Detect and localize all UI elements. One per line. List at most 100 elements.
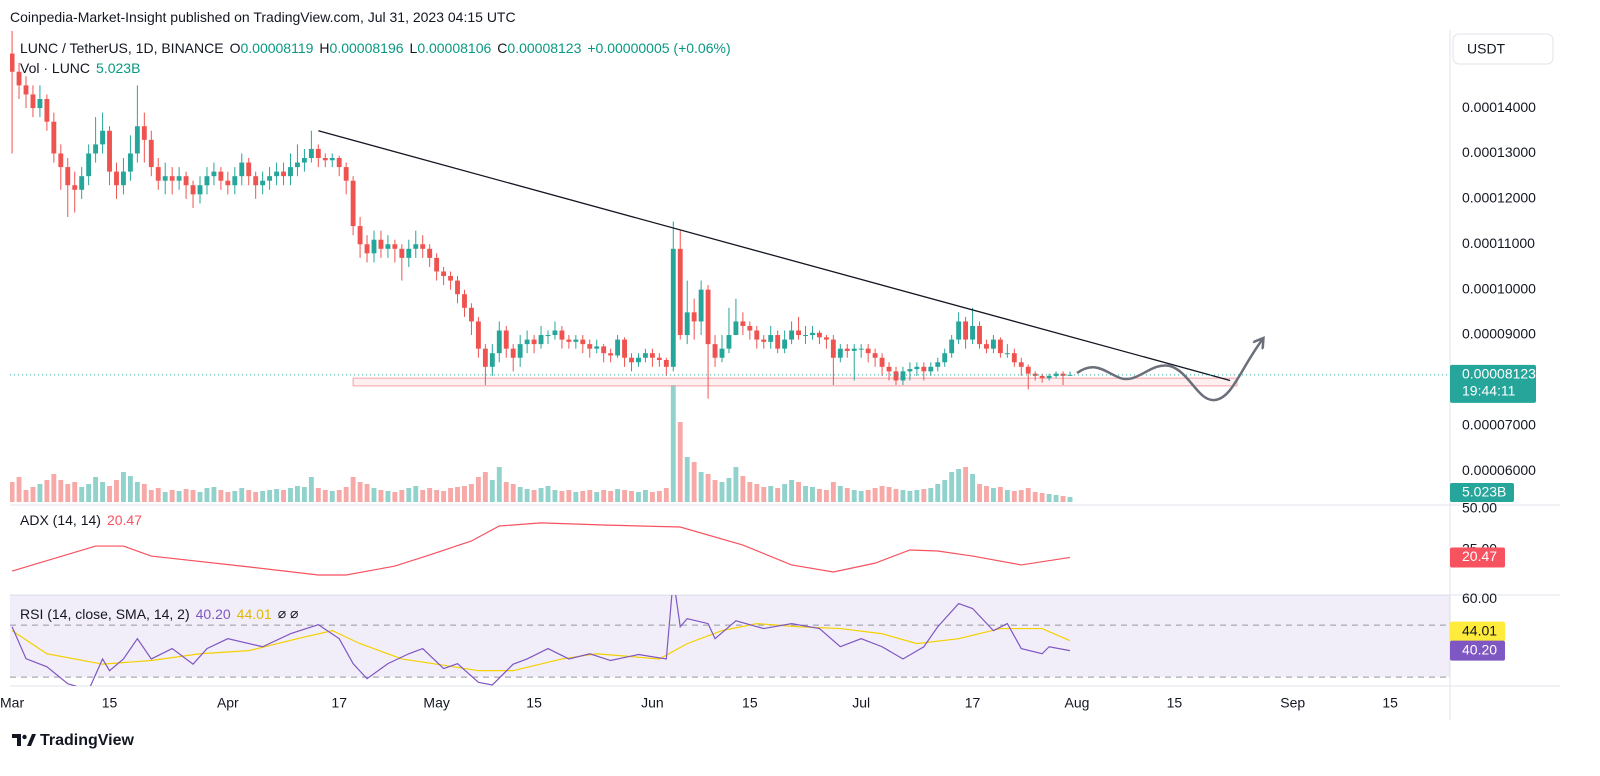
volume-bar xyxy=(705,474,711,502)
volume-bar xyxy=(295,486,300,502)
volume-bar xyxy=(100,482,106,502)
candle-body xyxy=(246,162,252,177)
candle-body xyxy=(162,176,168,181)
candle-body xyxy=(907,369,913,372)
x-tick-label: 15 xyxy=(526,695,542,711)
volume-bar xyxy=(594,492,600,502)
published: Coinpedia-Market-Insight published on Tr… xyxy=(10,9,516,25)
candle-body xyxy=(719,348,725,358)
candle-body xyxy=(295,162,300,168)
volume-bar xyxy=(44,480,50,502)
y-tick-label: 0.00009000 xyxy=(1462,326,1536,342)
candle-body xyxy=(594,346,600,349)
volume-bar xyxy=(162,492,168,502)
candle-body xyxy=(329,158,335,161)
rsi-badge xyxy=(1450,640,1505,661)
candle-body xyxy=(378,239,384,249)
candle-body xyxy=(656,357,662,361)
volume-legend: Vol · LUNC 5.023B xyxy=(20,60,140,76)
candle-body xyxy=(789,330,795,340)
volume-bar xyxy=(232,491,238,502)
ohlc-key: O xyxy=(229,40,241,56)
ohlc-item: C0.00008123 xyxy=(497,40,581,56)
volume-bar xyxy=(921,489,927,502)
candle-body xyxy=(1039,375,1045,379)
rsi-tick-label: 60.00 xyxy=(1462,590,1497,606)
volume-bar xyxy=(482,472,488,502)
volume-bar xyxy=(1039,493,1045,502)
adx-badge xyxy=(1450,547,1505,568)
volume-bar xyxy=(580,491,586,502)
candle-body xyxy=(1067,374,1073,376)
candle-body xyxy=(823,337,829,340)
candle-body xyxy=(893,371,899,381)
volume-bar xyxy=(601,490,607,502)
volume-bar xyxy=(496,467,502,502)
candle-body xyxy=(670,248,676,367)
rsi-band xyxy=(10,595,1450,678)
candle-body xyxy=(413,244,419,249)
currency-label[interactable]: USDT xyxy=(1467,41,1506,57)
volume-badge xyxy=(1450,483,1514,502)
candle-body xyxy=(127,153,133,172)
candle-body xyxy=(392,244,398,249)
candle-body xyxy=(336,158,342,168)
volume-bar xyxy=(587,490,593,502)
candle-body xyxy=(315,148,321,159)
candle-body xyxy=(733,321,739,336)
ohlc-value: 0.00008196 xyxy=(329,40,404,56)
symbol-legend: LUNC / TetherUS, 1D, BINANCE O0.00008119… xyxy=(20,40,731,56)
candle-body xyxy=(37,98,43,109)
volume-bar xyxy=(712,480,718,502)
candle-body xyxy=(496,330,502,354)
candle-body xyxy=(698,289,704,322)
symbol-title: LUNC / TetherUS, 1D, BINANCE xyxy=(20,40,224,56)
candle-body xyxy=(16,71,22,86)
candle-body xyxy=(420,244,426,249)
x-tick-label: 15 xyxy=(102,695,118,711)
volume-bar xyxy=(267,490,273,502)
y-tick-label: 0.00013000 xyxy=(1462,144,1536,160)
candle-body xyxy=(559,330,565,340)
candle-body xyxy=(566,339,572,342)
currency-button[interactable] xyxy=(1452,33,1554,65)
candle-body xyxy=(865,348,871,354)
volume-bar xyxy=(963,467,969,502)
candle-body xyxy=(921,366,927,372)
candle-body xyxy=(649,353,655,358)
candle-body xyxy=(100,130,106,145)
volume-bar xyxy=(37,484,43,502)
volume-bar xyxy=(301,487,307,502)
candle-body xyxy=(1011,353,1017,363)
volume-bar xyxy=(566,490,572,502)
volume-bar xyxy=(30,487,36,502)
candle-body xyxy=(441,271,447,277)
ohlc-value: 0.00008106 xyxy=(417,40,492,56)
candle-body xyxy=(684,312,690,336)
x-tick-label: 15 xyxy=(1382,695,1398,711)
volume-bar xyxy=(134,482,140,502)
candle-body xyxy=(134,126,140,154)
volume-bar xyxy=(719,482,725,502)
candle-body xyxy=(322,158,328,161)
candle-body xyxy=(587,344,593,349)
volume-bar xyxy=(322,490,328,502)
candle-body xyxy=(1032,373,1038,376)
ohlc-key: H xyxy=(319,40,330,56)
volume-bar xyxy=(796,482,801,502)
candle-body xyxy=(51,121,57,154)
volume-bar xyxy=(837,486,843,502)
volume-bar xyxy=(900,490,906,502)
volume-bar xyxy=(649,492,655,502)
candle-body xyxy=(434,257,440,272)
candle-body xyxy=(350,180,356,227)
volume-bar xyxy=(1011,491,1017,502)
ohlc-key: L xyxy=(409,40,418,56)
candle-body xyxy=(10,53,15,72)
axes: Mar 15 Apr 17 May 15 Jun 15 Jul 17 Aug 15 Sep 15 0.000… xyxy=(0,99,1536,711)
y-tick-label: 0.00014000 xyxy=(1462,99,1536,115)
adx-pane xyxy=(11,522,1071,576)
candle-body xyxy=(455,280,460,295)
rsi-sma-value: 44.01 xyxy=(236,605,272,622)
volume-bar xyxy=(823,490,829,502)
